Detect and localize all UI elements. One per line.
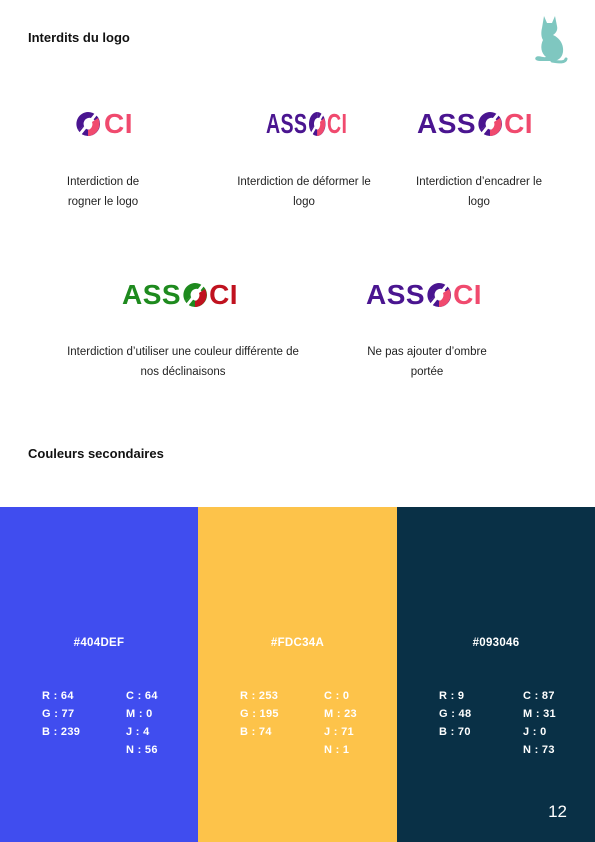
swatch-cmyk: C : 0 M : 23 J : 71 N : 1 <box>324 687 357 759</box>
rgb-g: G : 195 <box>240 708 279 720</box>
logo-o-icon <box>427 283 452 307</box>
cmyk-n: N : 1 <box>324 744 350 756</box>
logo-text-left: ASS <box>122 279 182 310</box>
caption-line: Interdiction d’utiliser une couleur diff… <box>67 346 299 358</box>
logo-framed: ASS CI <box>417 110 533 138</box>
swatch-yellow: #FDC34A R : 253 G : 195 B : 74 C : 0 M :… <box>198 507 397 842</box>
caption-line: logo <box>293 196 315 208</box>
cmyk-c: C : 87 <box>523 690 555 702</box>
logo-shadow: ASS CI <box>366 281 482 309</box>
swatch-hex: #FDC34A <box>270 637 325 649</box>
cat-icon <box>535 16 568 64</box>
rgb-r: R : 253 <box>240 690 279 702</box>
swatch-cmyk: C : 64 M : 0 J : 4 N : 56 <box>126 687 158 759</box>
rgb-b: B : 74 <box>240 726 272 738</box>
cmyk-j: J : 0 <box>523 726 547 738</box>
logo-text-left: ASS <box>266 108 308 139</box>
caption-line: Interdiction de déformer le <box>237 176 371 188</box>
logo-wrong-color: ASS CI <box>122 281 238 309</box>
logo-o-icon <box>183 283 208 307</box>
caption-line: rogner le logo <box>67 196 139 208</box>
logo-o-icon <box>478 112 503 136</box>
logo-text-left: ASS <box>366 279 426 310</box>
page-number: 12 <box>548 802 567 821</box>
logo-text-right: CI <box>209 279 239 310</box>
cmyk-j: J : 71 <box>324 726 354 738</box>
caption-line: logo <box>468 196 490 208</box>
cmyk-c: C : 64 <box>126 690 158 702</box>
caption-line: nos déclinaisons <box>140 366 226 378</box>
caption-color: Interdiction d’utiliser une couleur diff… <box>50 342 316 382</box>
logo-o-icon <box>309 112 326 136</box>
cmyk-c: C : 0 <box>324 690 350 702</box>
cmyk-m: M : 23 <box>324 708 357 720</box>
logo-text-right: CI <box>326 108 348 139</box>
cmyk-m: M : 31 <box>523 708 556 720</box>
section-title-forbidden: Interdits du logo <box>28 30 130 45</box>
logo-o-icon <box>76 112 100 136</box>
rgb-b: B : 70 <box>439 726 471 738</box>
rgb-r: R : 64 <box>42 690 74 702</box>
logo-deformed: ASS CI <box>266 110 347 138</box>
rgb-g: G : 77 <box>42 708 75 720</box>
caption-line: Interdiction de <box>66 176 140 188</box>
caption-deform: Interdiction de déformer le logo <box>228 172 380 212</box>
swatch-rgb: R : 253 G : 195 B : 74 <box>240 687 279 741</box>
section-title-secondary: Couleurs secondaires <box>28 446 164 461</box>
caption-line: portée <box>410 366 444 378</box>
swatch-blue: #404DEF R : 64 G : 77 B : 239 C : 64 M :… <box>0 507 198 842</box>
logo-text-right: CI <box>453 279 483 310</box>
cmyk-n: N : 56 <box>126 744 158 756</box>
logo-text-right: CI <box>104 108 133 139</box>
caption-frame: Interdiction d’encadrer le logo <box>404 172 554 212</box>
rgb-r: R : 9 <box>439 690 465 702</box>
swatch-cmyk: C : 87 M : 31 J : 0 N : 73 <box>523 687 556 759</box>
logo-cropped: CI <box>74 110 133 138</box>
swatch-navy: #093046 R : 9 G : 48 B : 70 C : 87 M : 3… <box>397 507 595 842</box>
rgb-g: G : 48 <box>439 708 472 720</box>
caption-line: Ne pas ajouter d’ombre <box>367 346 487 358</box>
cmyk-m: M : 0 <box>126 708 153 720</box>
swatch-rgb: R : 9 G : 48 B : 70 <box>439 687 471 741</box>
caption-crop: Interdiction de rogner le logo <box>28 172 178 212</box>
rgb-b: B : 239 <box>42 726 81 738</box>
logo-text-right: CI <box>504 108 534 139</box>
cmyk-j: J : 4 <box>126 726 150 738</box>
caption-line: Interdiction d’encadrer le <box>416 176 542 188</box>
swatch-hex: #404DEF <box>73 637 125 649</box>
swatch-rgb: R : 64 G : 77 B : 239 <box>42 687 80 741</box>
logo-text-left: ASS <box>417 108 477 139</box>
cmyk-n: N : 73 <box>523 744 555 756</box>
swatch-hex: #093046 <box>472 637 520 649</box>
caption-shadow: Ne pas ajouter d’ombre portée <box>352 342 502 382</box>
